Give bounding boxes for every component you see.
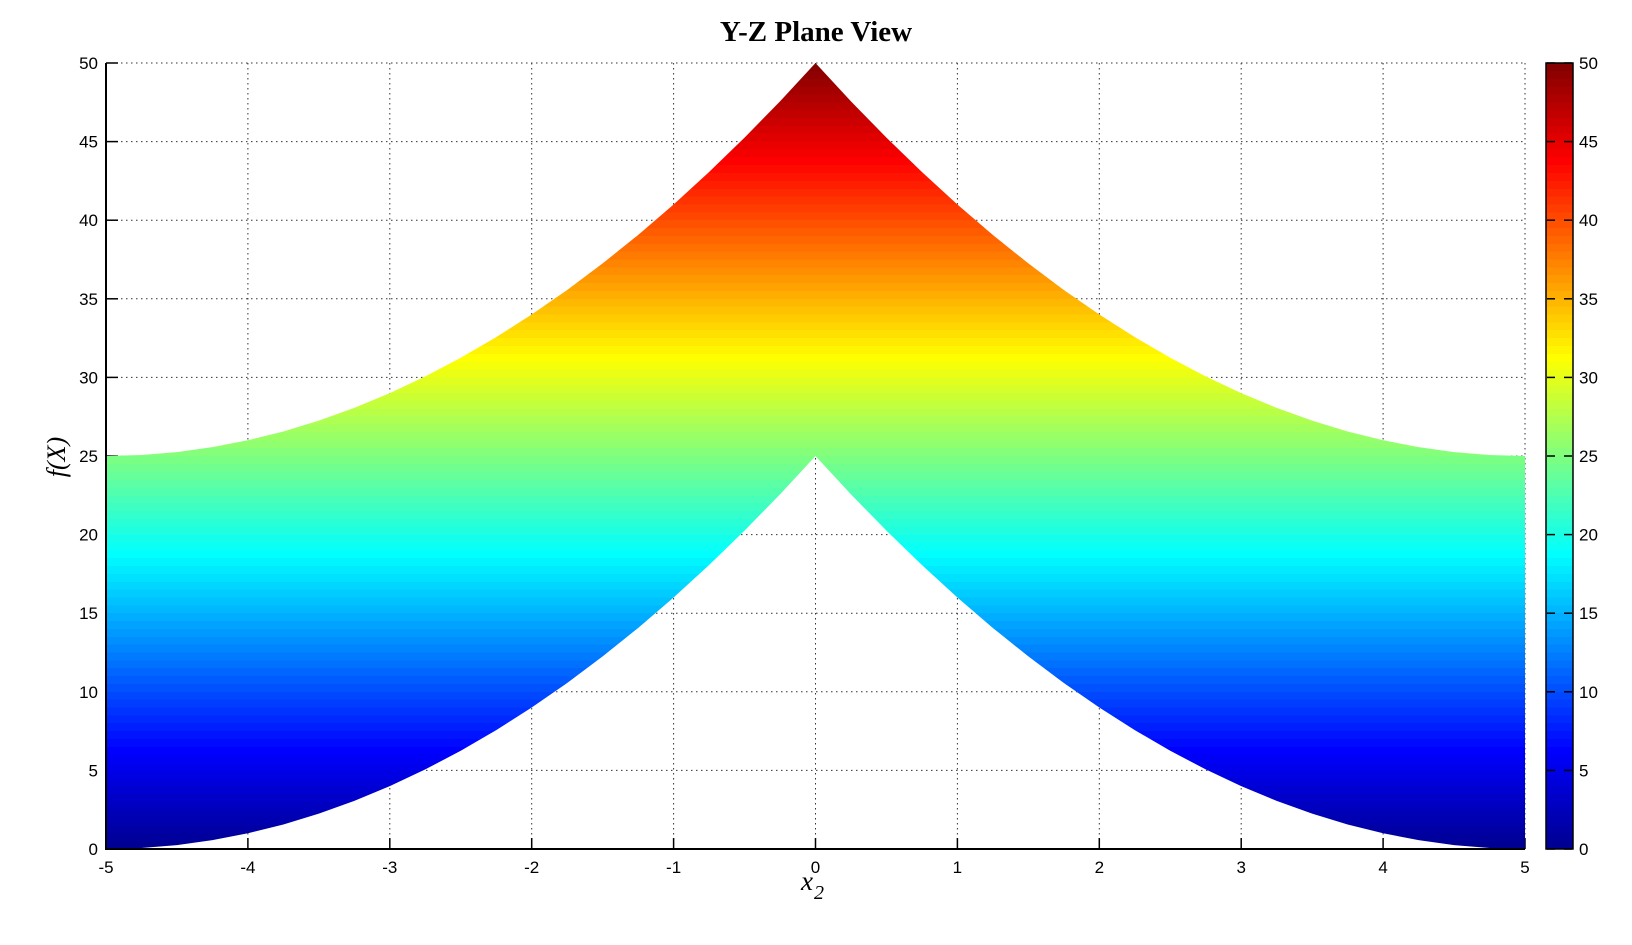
x-tick-label: 1 [953,858,962,877]
colorbar-tick-label: 10 [1579,683,1598,702]
colorbar-tick-label: 50 [1579,54,1598,73]
y-tick-label: 10 [79,683,98,702]
colorbar-tick-label: 25 [1579,447,1598,466]
x-axis-label-subscript: 2 [813,882,824,904]
x-axis-label: x2 [801,866,824,904]
x-tick-label: -1 [666,858,681,877]
colorbar-tick-label: 45 [1579,133,1598,152]
x-tick-label: -3 [382,858,397,877]
colorbar-tick-label: 35 [1579,290,1598,309]
y-tick-label: 20 [79,526,98,545]
x-tick-label: -5 [98,858,113,877]
chart-title: Y-Z Plane View [719,16,913,48]
colorbar-tick-label: 5 [1579,761,1588,780]
colorbar-tick-label: 30 [1579,368,1598,387]
y-tick-label: 40 [79,211,98,230]
colorbar-tick-label: 20 [1579,526,1598,545]
x-tick-label: -4 [240,858,255,877]
colorbar-tick-label: 40 [1579,211,1598,230]
y-tick-label: 45 [79,133,98,152]
y-tick-label: 15 [79,604,98,623]
x-tick-label: 2 [1095,858,1104,877]
x-axis-label-base: x [801,866,813,896]
x-tick-label: 3 [1236,858,1245,877]
colorbar-tick-label: 15 [1579,604,1598,623]
colorbar-tick-label: 0 [1579,840,1588,859]
surface-projection-region [106,63,1525,849]
x-tick-label: -2 [524,858,539,877]
x-tick-label: 0 [811,858,820,877]
y-tick-label: 50 [79,54,98,73]
y-tick-label: 5 [89,761,98,780]
y-tick-label: 0 [89,840,98,859]
y-axis-label: f(X) [42,436,71,478]
y-tick-label: 25 [79,447,98,466]
y-tick-label: 35 [79,290,98,309]
y-tick-label: 30 [79,368,98,387]
x-tick-label: 5 [1520,858,1529,877]
x-tick-label: 4 [1378,858,1387,877]
